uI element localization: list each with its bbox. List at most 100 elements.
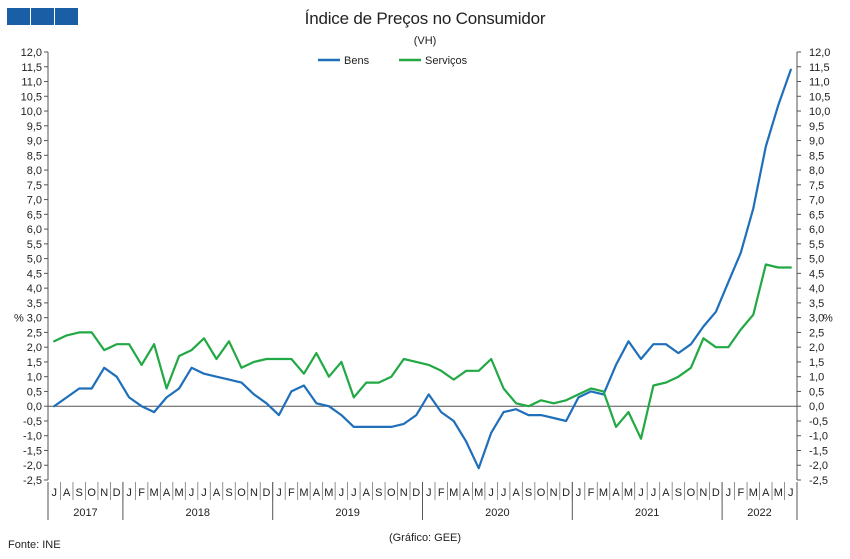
y-tick-label-right: 8,0: [809, 165, 824, 177]
y-tick-label-right: 1,0: [809, 372, 824, 384]
y-tick-label-right: 12,0: [809, 47, 830, 59]
legend-label-bens: Bens: [344, 55, 370, 67]
y-tick-label-right: 10,0: [809, 106, 830, 118]
chart-subtitle: (VH): [413, 35, 437, 47]
y-tick-label-right: 3,0: [809, 313, 824, 325]
graph-credit: (Gráfico: GEE): [388, 532, 462, 544]
y-tick-label-right: 0,5: [809, 386, 824, 398]
x-tick-label: F: [737, 487, 744, 499]
year-label: 2021: [635, 507, 659, 519]
x-tick-label: J: [726, 487, 732, 499]
x-tick-label: A: [163, 487, 171, 499]
x-tick-label: J: [189, 487, 195, 499]
x-tick-label: O: [687, 487, 696, 499]
x-tick-label: M: [449, 487, 458, 499]
legend-label-servicos: Serviços: [425, 55, 468, 67]
y-tick-label-right: -2,0: [809, 460, 828, 472]
x-tick-label: J: [501, 487, 507, 499]
x-tick-label: J: [351, 487, 357, 499]
chart-title: Índice de Preços no Consumidor: [304, 9, 546, 28]
y-tick-label-left: -2,0: [23, 460, 42, 472]
x-tick-label: M: [474, 487, 483, 499]
y-tick-label-right: -2,5: [809, 475, 828, 487]
x-tick-label: J: [788, 487, 794, 499]
x-tick-label: O: [87, 487, 96, 499]
y-tick-label-left: -1,0: [23, 431, 42, 443]
x-tick-label: J: [51, 487, 57, 499]
x-tick-label: N: [550, 487, 558, 499]
y-tick-label-left: 2,5: [27, 327, 42, 339]
year-label: 2018: [186, 507, 210, 519]
x-tick-label: J: [488, 487, 494, 499]
x-tick-label: M: [599, 487, 608, 499]
y-tick-label-right: 9,5: [809, 121, 824, 133]
logo-block-2: [31, 8, 54, 25]
x-tick-label: D: [712, 487, 720, 499]
y-tick-label-right: 11,0: [809, 77, 830, 89]
x-tick-label: A: [662, 487, 670, 499]
y-tick-label-left: 12,0: [21, 47, 42, 59]
y-tick-label-left: 7,0: [27, 195, 42, 207]
y-tick-label-left: 5,0: [27, 254, 42, 266]
y-tick-label-left: -2,5: [23, 475, 42, 487]
y-tick-label-left: 4,5: [27, 268, 42, 280]
y-tick-label-right: 5,0: [809, 254, 824, 266]
x-tick-label: S: [76, 487, 83, 499]
y-tick-label-left: 7,5: [27, 180, 42, 192]
y-tick-label-left: 9,5: [27, 121, 42, 133]
y-axis-label-left: %: [14, 313, 24, 325]
x-tick-label: O: [537, 487, 546, 499]
year-label: 2020: [485, 507, 509, 519]
logo-block-1: [7, 8, 30, 25]
y-tick-label-left: 10,0: [21, 106, 42, 118]
x-tick-label: A: [762, 487, 770, 499]
x-tick-label: J: [576, 487, 582, 499]
series-line-servicos: [53, 263, 792, 440]
x-tick-label: F: [438, 487, 445, 499]
y-tick-label-right: 4,0: [809, 283, 824, 295]
x-tick-label: D: [562, 487, 570, 499]
series-layer: [53, 68, 792, 470]
x-tick-label: F: [138, 487, 145, 499]
y-tick-label-left: -0,5: [23, 416, 42, 428]
x-tick-label: F: [588, 487, 595, 499]
x-tick-label: A: [512, 487, 520, 499]
x-tick-label: N: [250, 487, 258, 499]
x-tick-label: A: [363, 487, 371, 499]
x-tick-label: D: [262, 487, 270, 499]
x-tick-label: A: [463, 487, 471, 499]
series-line-bens: [53, 68, 792, 470]
y-tick-label-right: -0,5: [809, 416, 828, 428]
y-tick-label-left: 0,5: [27, 386, 42, 398]
x-tick-label: J: [426, 487, 432, 499]
logo-block-3: [55, 8, 78, 25]
y-tick-label-left: 3,0: [27, 313, 42, 325]
y-tick-label-right: 6,5: [809, 209, 824, 221]
x-tick-label: J: [276, 487, 282, 499]
y-tick-label-right: -1,0: [809, 431, 828, 443]
y-tick-label-left: 3,5: [27, 298, 42, 310]
y-tick-label-left: 6,0: [27, 224, 42, 236]
y-tick-label-right: 2,5: [809, 327, 824, 339]
y-tick-label-left: -1,5: [23, 445, 42, 457]
x-tick-label: N: [100, 487, 108, 499]
y-tick-label-right: 2,0: [809, 342, 824, 354]
y-tick-label-left: 11,5: [21, 62, 42, 74]
y-tick-label-left: 9,0: [27, 136, 42, 148]
x-tick-label: M: [150, 487, 159, 499]
x-tick-label: J: [638, 487, 644, 499]
y-tick-label-right: 8,5: [809, 150, 824, 162]
x-tick-label: M: [299, 487, 308, 499]
y-tick-label-left: 5,5: [27, 239, 42, 251]
x-tick-label: M: [774, 487, 783, 499]
y-tick-label-right: 1,5: [809, 357, 824, 369]
x-tick-label: J: [651, 487, 657, 499]
x-tick-label: M: [324, 487, 333, 499]
axes-layer: 12,0 12,0 11,5 11,5 11,0 11,0 10,5 10,5 10,0 10,0…: [14, 47, 833, 520]
y-tick-label-right: 10,5: [809, 91, 830, 103]
y-tick-label-right: 3,5: [809, 298, 824, 310]
x-tick-label: D: [113, 487, 121, 499]
x-tick-label: A: [213, 487, 221, 499]
y-tick-label-right: 0,0: [809, 401, 824, 413]
y-tick-label-left: 8,0: [27, 165, 42, 177]
